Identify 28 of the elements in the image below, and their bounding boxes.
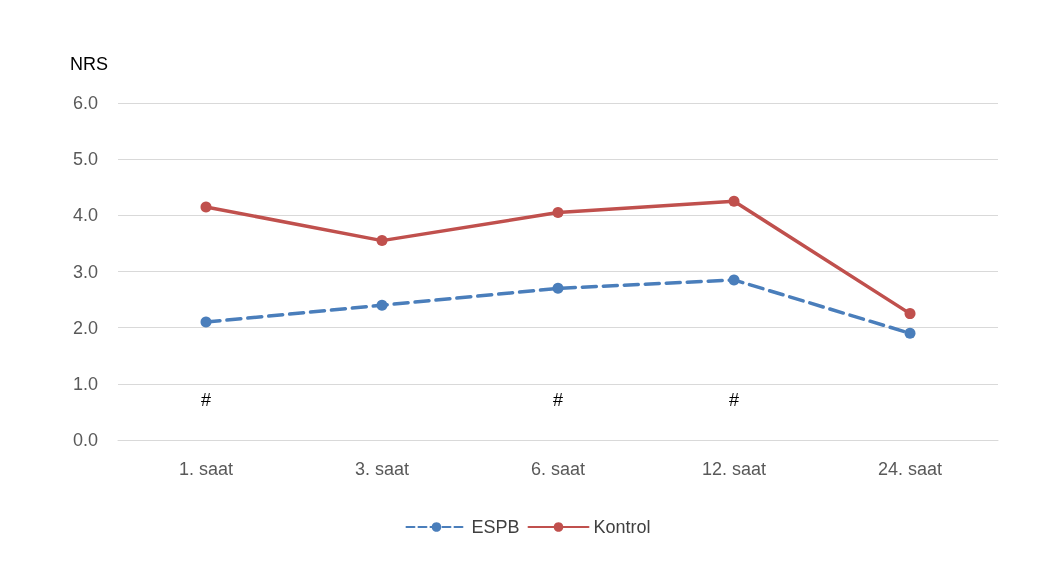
y-tick-label: 0.0: [72, 430, 98, 450]
y-tick-label: 2.0: [72, 317, 98, 338]
y-tick-label: 6.0: [72, 93, 98, 113]
point: [376, 235, 388, 247]
y-tick-label: 4.0: [72, 205, 98, 226]
annotation: #: [552, 390, 564, 410]
annotation: #: [728, 390, 740, 410]
x-tick-label: 6. saat: [530, 459, 586, 479]
point: [200, 201, 212, 213]
x-tick-label: 1. saat: [178, 459, 234, 479]
y-axis-title: NRS: [69, 54, 108, 74]
point: [904, 308, 916, 320]
y-tick-label: 5.0: [72, 149, 98, 170]
annotation: #: [200, 390, 212, 410]
legend-label: ESPB: [471, 517, 520, 537]
point: [904, 327, 916, 339]
x-tick-label: 24. saat: [877, 459, 943, 479]
y-tick-label: 1.0: [72, 373, 98, 394]
point: [376, 299, 388, 311]
point: [200, 316, 212, 328]
point: [552, 282, 564, 294]
y-tick-label: 3.0: [72, 261, 98, 282]
point: [728, 195, 740, 207]
point: [552, 207, 564, 219]
legend-label: Kontrol: [593, 517, 651, 537]
point: [728, 274, 740, 286]
x-tick-label: 12. saat: [701, 459, 767, 479]
x-tick-label: 3. saat: [354, 459, 410, 479]
